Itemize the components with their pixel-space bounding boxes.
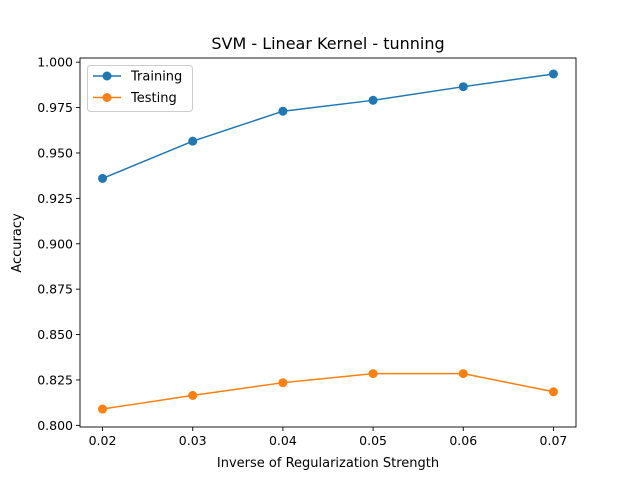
- legend-label-training: Training: [130, 70, 182, 85]
- data-point-testing: [458, 369, 468, 379]
- y-tick-label: 0.950: [37, 145, 73, 160]
- y-tick-label: 0.875: [37, 282, 73, 297]
- series-line-training: [102, 73, 554, 180]
- y-tick-label: 0.825: [37, 372, 73, 387]
- plot-area: 0.02 0.03 0.04 0.05 0.06 0.07 0.800 0.825 0.850 0…: [37, 55, 577, 448]
- y-tick-label: 0.925: [37, 191, 73, 206]
- y-tick-label: 0.800: [37, 418, 73, 433]
- y-axis-label: Accuracy: [10, 213, 25, 273]
- axes-frame: [79, 57, 577, 428]
- data-point-training: [458, 82, 468, 92]
- x-tick-label: 0.06: [449, 433, 477, 448]
- data-point-training: [548, 69, 558, 79]
- legend-box: [87, 65, 193, 112]
- data-point-training: [278, 106, 288, 116]
- y-tick-label: 0.850: [37, 327, 73, 342]
- x-tick-label: 0.03: [179, 433, 207, 448]
- chart-title: SVM - Linear Kernel - tunning: [211, 34, 444, 53]
- data-point-training: [98, 173, 108, 183]
- y-tick-label: 0.900: [37, 236, 73, 251]
- legend-marker-training: [102, 71, 112, 81]
- data-point-testing: [188, 390, 198, 400]
- legend-marker-testing: [102, 93, 112, 102]
- data-point-testing: [278, 378, 288, 388]
- y-tick-label: 0.975: [37, 100, 73, 115]
- series-line-testing: [102, 372, 554, 410]
- data-point-testing: [98, 404, 108, 414]
- x-tick-label: 0.05: [359, 433, 387, 448]
- x-tick-label: 0.07: [540, 433, 568, 448]
- data-point-testing: [548, 387, 558, 397]
- data-point-testing: [368, 369, 378, 379]
- x-tick-label: 0.02: [89, 433, 117, 448]
- x-tick-label: 0.04: [269, 433, 297, 448]
- legend: Training Testing: [87, 65, 193, 112]
- x-axis-label: Inverse of Regularization Strength: [217, 456, 439, 471]
- data-point-training: [368, 95, 378, 105]
- y-tick-label: 1.000: [37, 55, 73, 70]
- legend-label-testing: Testing: [130, 91, 177, 106]
- data-point-training: [188, 136, 198, 146]
